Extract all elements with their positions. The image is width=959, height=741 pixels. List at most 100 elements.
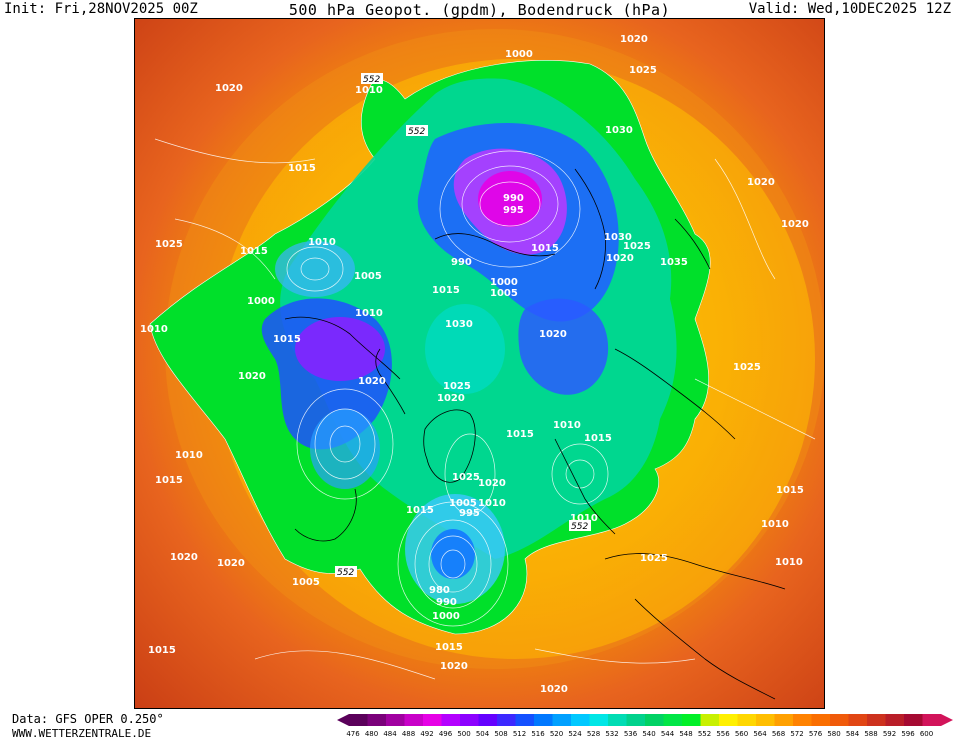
colorbar-tick-label: 560: [734, 730, 749, 738]
pressure-label: 995: [503, 205, 524, 216]
pressure-label: 1020: [238, 371, 266, 382]
colorbar-swatch: [848, 714, 867, 726]
colorbar-tick-label: 512: [512, 730, 527, 738]
colorbar-swatch: [497, 714, 516, 726]
pressure-label: 995: [459, 508, 480, 519]
colorbar-swatch: [830, 714, 849, 726]
colorbar-swatch: [663, 714, 682, 726]
pressure-label: 1015: [273, 334, 301, 345]
colorbar-swatch: [811, 714, 830, 726]
colorbar-tick-label: 596: [901, 730, 915, 738]
pressure-label: 1020: [781, 219, 809, 230]
pressure-label: 1030: [605, 125, 633, 136]
pressure-label: 1000: [490, 277, 518, 288]
colorbar-swatch: [756, 714, 775, 726]
pressure-label: 1015: [506, 429, 534, 440]
pressure-label: 1010: [140, 324, 168, 335]
colorbar-swatch: [552, 714, 571, 726]
pressure-label: 1005: [292, 577, 320, 588]
valid-time-label: Valid: Wed,10DEC2025 12Z: [748, 1, 951, 17]
colorbar-tick-label: 488: [401, 730, 416, 738]
colorbar-tick-label: 552: [697, 730, 712, 738]
pressure-label: 1000: [505, 49, 533, 60]
pressure-labels: 1020 1000 1020 1025 1010 1030 1015 1020 …: [140, 34, 809, 695]
colorbar-tick-label: 564: [753, 730, 767, 738]
colorbar-tick-label: 500: [457, 730, 471, 738]
colorbar-tick-label: 504: [475, 730, 490, 738]
pressure-label: 980: [429, 585, 450, 596]
colorbar-swatch: [608, 714, 627, 726]
data-source-label: Data: GFS OPER 0.250°: [12, 712, 164, 726]
colorbar-swatch: [737, 714, 756, 726]
pressure-label: 1020: [620, 34, 648, 45]
pressure-label: 1020: [606, 253, 634, 264]
pressure-label: 1025: [623, 241, 651, 252]
pressure-label: 1015: [288, 163, 316, 174]
colorbar-swatch: [904, 714, 923, 726]
pressure-label: 1005: [354, 271, 382, 282]
pressure-label: 1010: [775, 557, 803, 568]
blue-low-east: [518, 298, 609, 395]
colorbar-swatch: [571, 714, 590, 726]
pressure-label: 1000: [247, 296, 275, 307]
geopot-label: 552: [337, 568, 354, 578]
pressure-label: 1010: [553, 420, 581, 431]
colorbar-swatch: [460, 714, 479, 726]
weather-map[interactable]: 552 552 552 552 1020 1000 1020 1025 1010…: [134, 18, 825, 709]
pressure-label: 1030: [604, 232, 632, 243]
colorbar-swatch: [645, 714, 664, 726]
geopot-label: 552: [363, 75, 380, 85]
cyan-patch-central: [425, 304, 505, 394]
isobars: [154, 138, 816, 680]
pressure-label: 1005: [449, 498, 477, 509]
colorbar-tick-label: 548: [679, 730, 693, 738]
colorbar-swatch: [441, 714, 460, 726]
colorbar-tick-label: 576: [808, 730, 823, 738]
colorbar-left-arrow: [337, 714, 349, 726]
pressure-label: 1020: [437, 393, 465, 404]
geopot-label: 552: [408, 127, 425, 137]
colorbar-tick-label: 492: [420, 730, 434, 738]
colorbar-tick-label: 572: [790, 730, 804, 738]
pressure-label: 1025: [443, 381, 471, 392]
pressure-label: 1020: [215, 83, 243, 94]
pressure-label: 1020: [540, 684, 568, 695]
colorbar-swatch: [719, 714, 738, 726]
pressure-label: 1020: [440, 661, 468, 672]
pressure-label: 1020: [539, 329, 567, 340]
colorbar-tick-label: 528: [586, 730, 601, 738]
colorbar-swatch: [423, 714, 442, 726]
colorbar-tick-label: 568: [771, 730, 786, 738]
colorbar-tick-label: 524: [568, 730, 582, 738]
pressure-label: 1020: [747, 177, 775, 188]
pressure-label: 1010: [570, 513, 598, 524]
pressure-label: 1000: [432, 611, 460, 622]
pressure-label: 1025: [452, 472, 480, 483]
pressure-label: 1010: [308, 237, 336, 248]
colorbar-tick-label: 556: [716, 730, 730, 738]
colorbar-swatch: [774, 714, 793, 726]
colorbar-tick-label: 540: [642, 730, 656, 738]
colorbar-swatch: [534, 714, 553, 726]
colorbar-swatch: [386, 714, 405, 726]
colorbar-tick-label: 536: [623, 730, 638, 738]
pressure-label: 1015: [776, 485, 804, 496]
pressure-label: 1035: [660, 257, 688, 268]
pressure-label: 1010: [478, 498, 506, 509]
pressure-label: 1015: [406, 505, 434, 516]
pressure-label: 1015: [240, 246, 268, 257]
geopot-label: 552: [571, 522, 588, 532]
cyan-patch-west: [275, 241, 355, 297]
pressure-label: 1010: [761, 519, 789, 530]
pressure-label: 1015: [155, 475, 183, 486]
cyan-patch-sw: [310, 409, 380, 489]
pressure-label: 1025: [629, 65, 657, 76]
colorbar-tick-label: 600: [919, 730, 934, 738]
pressure-label: 990: [451, 257, 472, 268]
pressure-label: 1020: [170, 552, 198, 563]
pressure-label: 1010: [355, 85, 383, 96]
colorbar-swatch: [478, 714, 497, 726]
pressure-label: 990: [436, 597, 457, 608]
colorbar-tick-label: 584: [845, 730, 860, 738]
